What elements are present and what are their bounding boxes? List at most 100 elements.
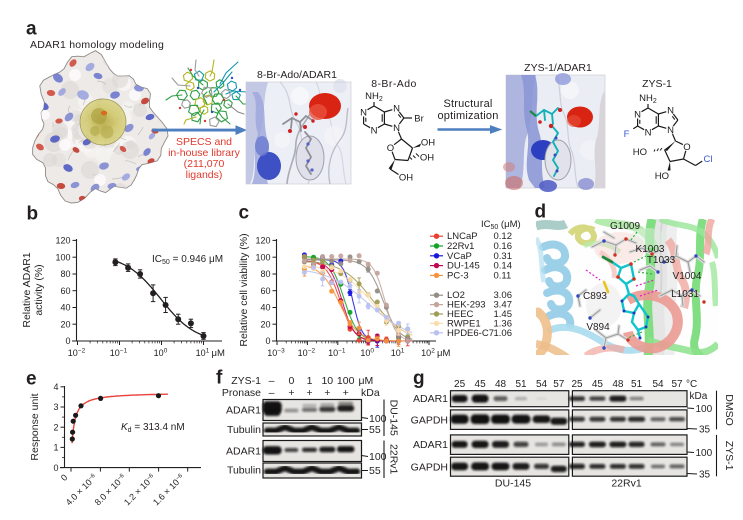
svg-text:N: N <box>667 106 674 117</box>
svg-text:100: 100 <box>696 404 713 415</box>
svg-text:10−1: 10−1 <box>328 348 346 359</box>
svg-text:N: N <box>371 125 378 136</box>
svg-text:100: 100 <box>369 413 387 425</box>
svg-text:ligands): ligands) <box>186 169 223 181</box>
svg-text:ADAR1: ADAR1 <box>413 393 448 405</box>
svg-text:N: N <box>393 104 400 115</box>
svg-text:V894: V894 <box>586 322 610 333</box>
svg-text:3: 3 <box>53 402 58 412</box>
svg-text:NH2: NH2 <box>365 91 383 103</box>
svg-text:20: 20 <box>60 319 70 329</box>
svg-text:55: 55 <box>369 424 381 436</box>
svg-text:80: 80 <box>60 269 70 279</box>
svg-text:(211,070: (211,070 <box>184 158 225 170</box>
svg-text:ADAR1: ADAR1 <box>226 446 261 458</box>
svg-text:N: N <box>645 127 652 138</box>
svg-text:10−3: 10−3 <box>267 348 285 359</box>
svg-text:40: 40 <box>260 303 270 313</box>
svg-text:ADAR1: ADAR1 <box>413 439 448 451</box>
svg-text:kDa: kDa <box>690 391 708 402</box>
svg-text:100: 100 <box>337 375 355 387</box>
svg-text:ZYS-1/ADAR1: ZYS-1/ADAR1 <box>524 62 592 74</box>
svg-text:HO: HO <box>633 147 647 158</box>
svg-text:SPECS and: SPECS and <box>176 136 232 148</box>
svg-text:e: e <box>26 369 37 390</box>
svg-text:0: 0 <box>59 472 70 483</box>
svg-text:Cl: Cl <box>704 154 713 165</box>
svg-text:+: + <box>306 387 312 399</box>
svg-text:3.47: 3.47 <box>494 300 513 311</box>
svg-text:O: O <box>683 142 690 153</box>
svg-text:Relative cell viability (%): Relative cell viability (%) <box>238 233 250 346</box>
svg-text:4: 4 <box>53 382 58 392</box>
svg-text:N: N <box>360 107 367 118</box>
svg-text:22Rv1: 22Rv1 <box>447 241 474 252</box>
svg-text:kDa: kDa <box>361 387 380 399</box>
svg-text:45: 45 <box>475 379 487 390</box>
svg-text:0.31: 0.31 <box>494 251 513 262</box>
svg-text:DMSO: DMSO <box>723 394 735 426</box>
svg-text:120: 120 <box>255 236 270 246</box>
svg-text:100: 100 <box>255 252 270 262</box>
svg-text:8-Br-Ado: 8-Br-Ado <box>371 78 417 90</box>
svg-text:57: 57 <box>671 379 683 390</box>
svg-text:22Rv1: 22Rv1 <box>611 478 642 490</box>
svg-text:0.16: 0.16 <box>494 241 513 252</box>
svg-text:Structural: Structural <box>443 98 492 110</box>
svg-text:10−1: 10−1 <box>110 348 128 359</box>
svg-text:45: 45 <box>592 379 604 390</box>
svg-text:0: 0 <box>65 336 70 346</box>
svg-text:100: 100 <box>696 448 713 459</box>
svg-text:1.45: 1.45 <box>494 309 513 320</box>
svg-text:8-Br-Ado/ADAR1: 8-Br-Ado/ADAR1 <box>257 69 337 81</box>
svg-text:OH: OH <box>421 137 435 148</box>
svg-text:0.12: 0.12 <box>494 231 513 242</box>
svg-text:GAPDH: GAPDH <box>411 415 448 427</box>
svg-text:ZYS-1: ZYS-1 <box>231 375 261 387</box>
svg-text:c: c <box>239 203 250 224</box>
svg-text:102: 102 <box>421 348 435 359</box>
svg-text:Tubulin: Tubulin <box>227 424 261 436</box>
svg-text:48: 48 <box>495 379 507 390</box>
svg-text:54: 54 <box>652 379 664 390</box>
svg-text:PC-3: PC-3 <box>447 270 469 281</box>
svg-text:L1031: L1031 <box>671 289 699 300</box>
svg-text:+: + <box>324 387 330 399</box>
svg-text:O: O <box>387 143 394 154</box>
svg-text:N: N <box>634 109 641 120</box>
svg-text:LNCaP: LNCaP <box>447 231 478 242</box>
svg-text:–: – <box>269 375 275 387</box>
svg-text:Tubulin: Tubulin <box>227 465 261 477</box>
svg-text:+: + <box>288 387 294 399</box>
svg-text:25: 25 <box>454 379 466 390</box>
svg-text:25: 25 <box>571 379 583 390</box>
svg-text:0.14: 0.14 <box>494 261 513 272</box>
svg-text:a: a <box>26 19 37 40</box>
svg-text:1: 1 <box>53 443 58 453</box>
svg-text:–: – <box>269 387 275 399</box>
svg-text:35: 35 <box>699 470 711 481</box>
svg-text:ZYS-1: ZYS-1 <box>642 78 672 90</box>
svg-text:IC50 = 0.946 μM: IC50 = 0.946 μM <box>152 254 223 266</box>
svg-text:57: 57 <box>553 379 565 390</box>
svg-text:activity (%): activity (%) <box>33 264 45 315</box>
svg-text:55: 55 <box>369 465 381 477</box>
svg-text:HEEC: HEEC <box>447 309 474 320</box>
svg-text:20: 20 <box>260 319 270 329</box>
svg-text:°C: °C <box>686 379 697 390</box>
svg-text:NH2: NH2 <box>639 93 657 105</box>
svg-text:G1009: G1009 <box>610 221 640 232</box>
svg-text:101: 101 <box>196 348 210 359</box>
svg-text:1.36: 1.36 <box>494 318 513 329</box>
svg-text:Kd = 313.4 nM: Kd = 313.4 nM <box>121 422 185 434</box>
svg-text:100: 100 <box>369 451 387 463</box>
svg-text:Relative ADAR1: Relative ADAR1 <box>21 252 33 327</box>
svg-text:ADAR1 homology modeling: ADAR1 homology modeling <box>30 39 164 51</box>
svg-text:60: 60 <box>260 286 270 296</box>
svg-text:d: d <box>535 202 547 223</box>
svg-text:GAPDH: GAPDH <box>411 462 448 474</box>
svg-text:DU-145: DU-145 <box>388 400 400 436</box>
svg-text:HEK-293: HEK-293 <box>447 300 486 311</box>
svg-text:10−2: 10−2 <box>68 348 86 359</box>
svg-text:N: N <box>393 123 400 134</box>
